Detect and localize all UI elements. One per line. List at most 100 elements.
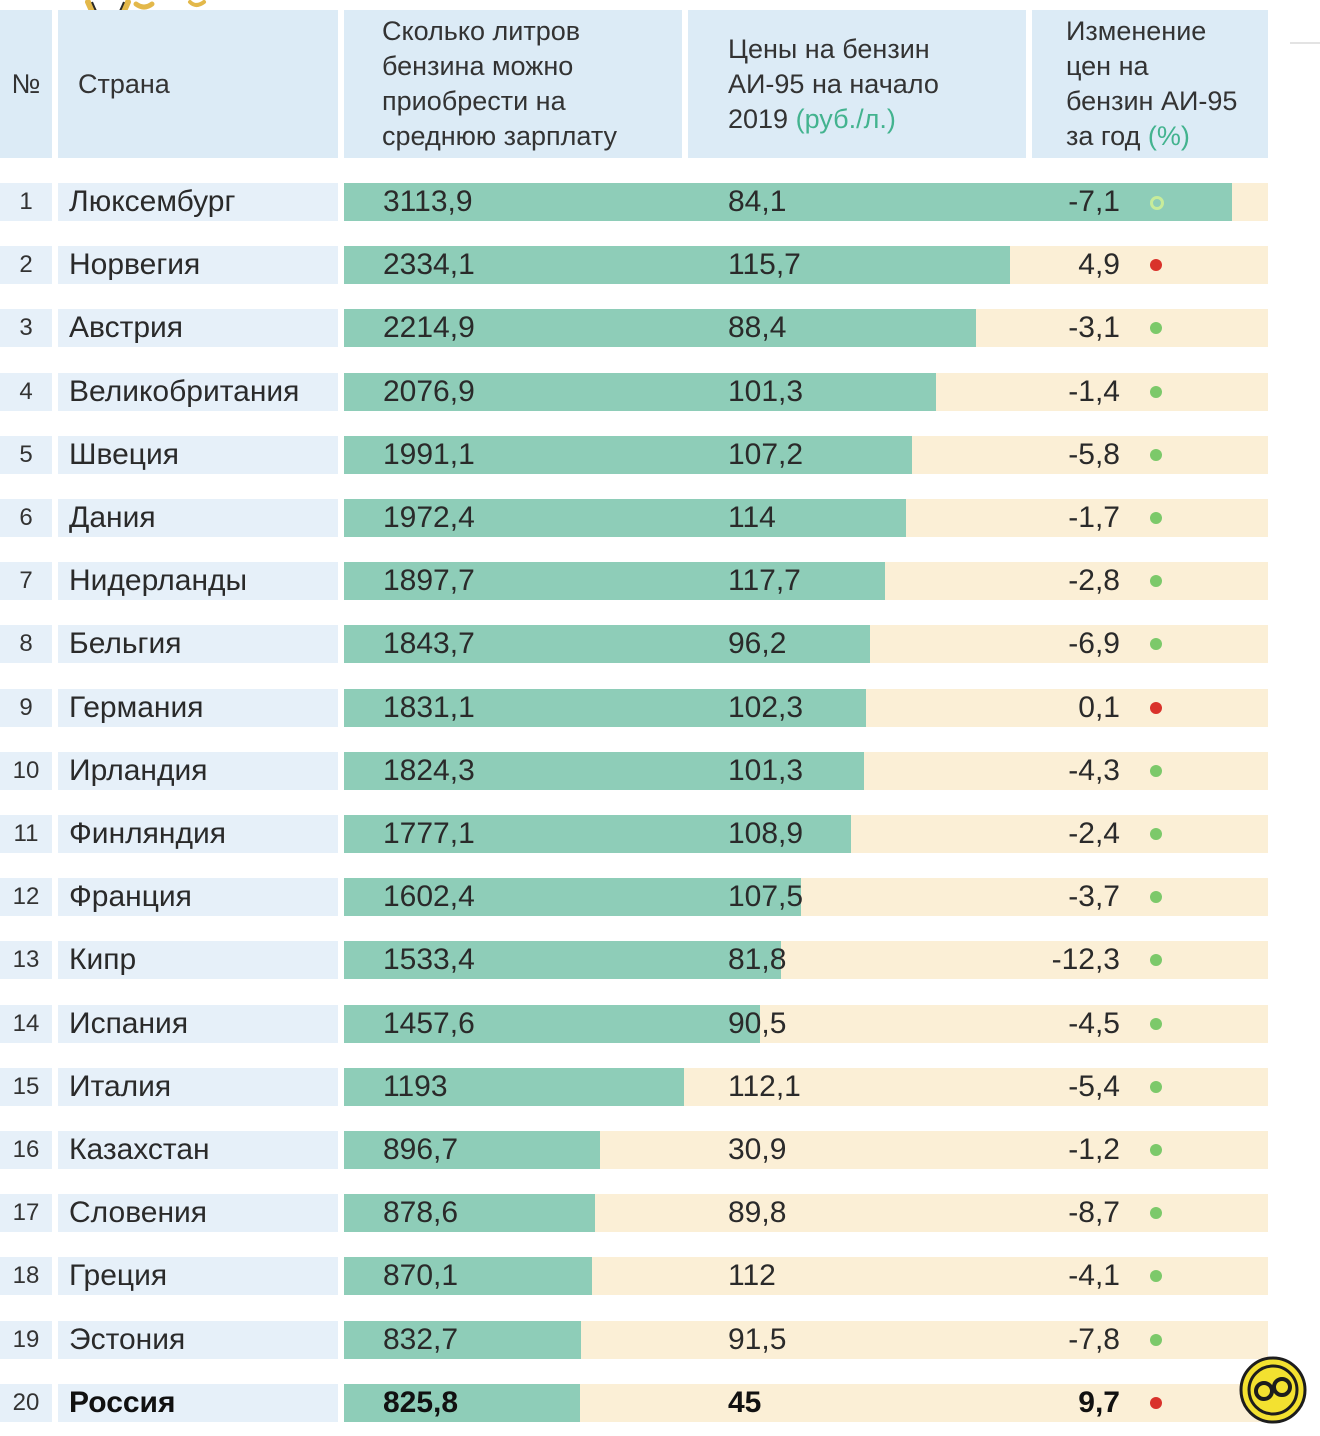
table-row: 6 Дания 1972,4 114 -1,7 bbox=[0, 499, 1268, 537]
table-row: 11 Финляндия 1777,1 108,9 -2,4 bbox=[0, 815, 1268, 853]
liters-value: 2334,1 bbox=[383, 248, 475, 281]
row-number: 7 bbox=[0, 562, 52, 600]
header-num: № bbox=[11, 68, 41, 99]
liters-value: 2076,9 bbox=[383, 375, 475, 408]
liters-value: 1533,4 bbox=[383, 943, 475, 976]
liters-value: 1193 bbox=[383, 1070, 448, 1103]
liters-value: 2214,9 bbox=[383, 311, 475, 344]
liters-bar bbox=[344, 183, 1232, 221]
header-change-cell: Изменение цен на бензин АИ-95 за год (%) bbox=[1032, 10, 1268, 158]
country-name: Испания bbox=[58, 1005, 338, 1043]
table-row: 16 Казахстан 896,7 30,9 -1,2 bbox=[0, 1131, 1268, 1169]
row-number: 3 bbox=[0, 309, 52, 347]
decrease-dot-icon bbox=[1150, 1207, 1162, 1219]
header-price-cell: Цены на бензин АИ-95 на начало 2019 (руб… bbox=[688, 10, 1026, 158]
country-name: Эстония bbox=[58, 1321, 338, 1359]
table-row: 12 Франция 1602,4 107,5 -3,7 bbox=[0, 878, 1268, 916]
table-row: 20 Россия 825,8 45 9,7 bbox=[0, 1384, 1268, 1422]
watermark-badge-icon bbox=[1239, 1356, 1307, 1424]
price-value: 107,5 bbox=[728, 880, 804, 913]
liters-bar bbox=[344, 752, 864, 790]
table-row: 7 Нидерланды 1897,7 117,7 -2,8 bbox=[0, 562, 1268, 600]
country-name: Нидерланды bbox=[58, 562, 338, 600]
table-row: 13 Кипр 1533,4 81,8 -12,3 bbox=[0, 941, 1268, 979]
country-name: Австрия bbox=[58, 309, 338, 347]
header-change-line: бензин АИ-95 bbox=[1066, 86, 1238, 116]
liters-bar bbox=[344, 878, 801, 916]
change-value: -2,8 bbox=[1068, 564, 1120, 597]
header-price-unit: (руб./л.) bbox=[795, 103, 896, 134]
liters-value: 870,1 bbox=[383, 1259, 459, 1292]
price-value: 89,8 bbox=[728, 1196, 787, 1229]
row-number: 10 bbox=[0, 752, 52, 790]
header-change-unit: (%) bbox=[1147, 121, 1190, 151]
header-liters-line: бензина можно bbox=[382, 51, 574, 81]
change-value: -3,7 bbox=[1068, 880, 1120, 913]
price-value: 88,4 bbox=[728, 311, 787, 344]
change-value: -4,3 bbox=[1068, 754, 1120, 787]
liters-bar bbox=[344, 373, 936, 411]
liters-value: 1897,7 bbox=[383, 564, 475, 597]
liters-bar bbox=[344, 246, 1010, 284]
table-row: 17 Словения 878,6 89,8 -8,7 bbox=[0, 1194, 1268, 1232]
country-name: Франция bbox=[58, 878, 338, 916]
liters-bar bbox=[344, 625, 870, 663]
change-value: -1,4 bbox=[1068, 375, 1120, 408]
row-number: 14 bbox=[0, 1005, 52, 1043]
price-value: 108,9 bbox=[728, 817, 804, 850]
liters-bar bbox=[344, 815, 851, 853]
liters-value: 1972,4 bbox=[383, 501, 475, 534]
liters-bar bbox=[344, 1321, 581, 1359]
liters-value: 896,7 bbox=[383, 1133, 459, 1166]
row-number: 16 bbox=[0, 1131, 52, 1169]
liters-value: 1991,1 bbox=[383, 438, 475, 471]
change-value: -3,1 bbox=[1068, 311, 1120, 344]
table-row: 3 Австрия 2214,9 88,4 -3,1 bbox=[0, 309, 1268, 347]
header-country: Страна bbox=[78, 68, 170, 99]
decrease-dot-icon bbox=[1150, 638, 1162, 650]
change-value: 9,7 bbox=[1078, 1386, 1120, 1419]
liters-bar bbox=[344, 689, 866, 727]
country-name: Швеция bbox=[58, 436, 338, 474]
change-value: -12,3 bbox=[1051, 943, 1120, 976]
header-change-line: Изменение bbox=[1066, 16, 1207, 46]
liters-value: 832,7 bbox=[383, 1323, 459, 1356]
country-name: Великобритания bbox=[58, 373, 338, 411]
table-row: 1 Люксембург 3113,9 84,1 -7,1 bbox=[0, 183, 1268, 221]
price-value: 107,2 bbox=[728, 438, 804, 471]
liters-bar bbox=[344, 309, 976, 347]
row-number: 17 bbox=[0, 1194, 52, 1232]
table-row: 18 Греция 870,1 112 -4,1 bbox=[0, 1257, 1268, 1295]
row-number: 20 bbox=[0, 1384, 52, 1422]
header-change-line: цен на bbox=[1066, 51, 1149, 81]
increase-dot-icon bbox=[1150, 1397, 1162, 1409]
liters-bar bbox=[344, 1384, 580, 1422]
liters-value: 1824,3 bbox=[383, 754, 475, 787]
price-value: 117,7 bbox=[728, 564, 801, 597]
header-liters-cell: Сколько литров бензина можно приобрести … bbox=[344, 10, 682, 158]
table-row: 4 Великобритания 2076,9 101,3 -1,4 bbox=[0, 373, 1268, 411]
price-value: 90,5 bbox=[728, 1007, 787, 1040]
country-name: Казахстан bbox=[58, 1131, 338, 1169]
header-change-period: за год bbox=[1066, 121, 1141, 151]
row-number: 18 bbox=[0, 1257, 52, 1295]
liters-bar bbox=[344, 499, 906, 537]
price-value: 115,7 bbox=[728, 248, 801, 281]
data-table: 1 Люксембург 3113,9 84,1 -7,1 2 Норвегия 2334,1… bbox=[0, 183, 1268, 1422]
header-price-line: АИ-95 на начало bbox=[728, 68, 939, 99]
price-value: 84,1 bbox=[728, 185, 787, 218]
change-value: -1,2 bbox=[1068, 1133, 1120, 1166]
row-number: 19 bbox=[0, 1321, 52, 1359]
country-name: Италия bbox=[58, 1068, 338, 1106]
liters-value: 1457,6 bbox=[383, 1007, 475, 1040]
price-value: 101,3 bbox=[728, 375, 804, 408]
price-value: 81,8 bbox=[728, 943, 787, 976]
decrease-dot-icon bbox=[1150, 891, 1162, 903]
decrease-dot-icon bbox=[1150, 196, 1164, 210]
country-name: Люксембург bbox=[58, 183, 338, 221]
change-value: -4,5 bbox=[1068, 1007, 1120, 1040]
change-value: -1,7 bbox=[1068, 501, 1120, 534]
country-name: Словения bbox=[58, 1194, 338, 1232]
country-name: Финляндия bbox=[58, 815, 338, 853]
country-name: Норвегия bbox=[58, 246, 338, 284]
